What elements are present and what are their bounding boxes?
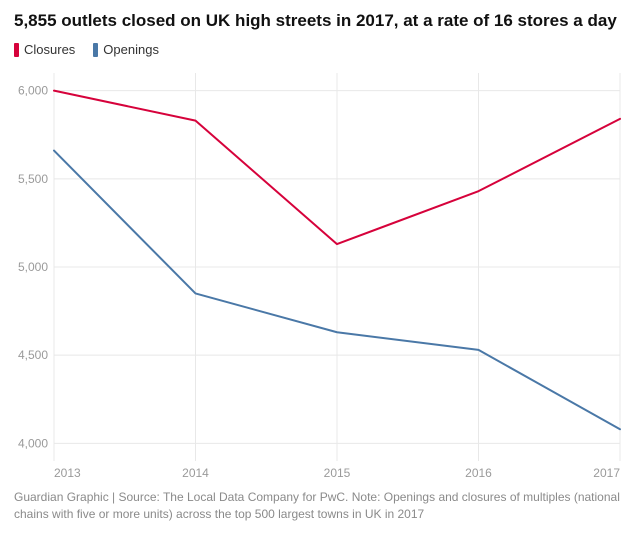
legend-label-openings: Openings [103, 42, 159, 57]
swatch-closures [14, 43, 19, 57]
x-axis-label: 2016 [465, 466, 492, 480]
legend-label-closures: Closures [24, 42, 75, 57]
chart-title: 5,855 outlets closed on UK high streets … [14, 10, 626, 32]
x-axis-label: 2015 [324, 466, 351, 480]
y-axis-label: 5,500 [18, 172, 48, 186]
y-axis-label: 4,000 [18, 436, 48, 450]
y-axis-label: 6,000 [18, 84, 48, 98]
legend-item-openings: Openings [93, 42, 159, 57]
y-axis-label: 5,000 [18, 260, 48, 274]
y-axis-label: 4,500 [18, 348, 48, 362]
legend-item-closures: Closures [14, 42, 75, 57]
chart-area: 4,000 4,500 5,000 5,500 6,000 2013 2014 2015 201… [14, 65, 626, 485]
legend: Closures Openings [14, 42, 626, 57]
x-axis-label: 2013 [54, 466, 81, 480]
line-chart: 4,000 4,500 5,000 5,500 6,000 2013 2014 2015 201… [14, 65, 626, 485]
swatch-openings [93, 43, 98, 57]
chart-footer: Guardian Graphic | Source: The Local Dat… [14, 489, 626, 523]
x-axis-label: 2017 [593, 466, 620, 480]
x-axis-label: 2014 [182, 466, 209, 480]
